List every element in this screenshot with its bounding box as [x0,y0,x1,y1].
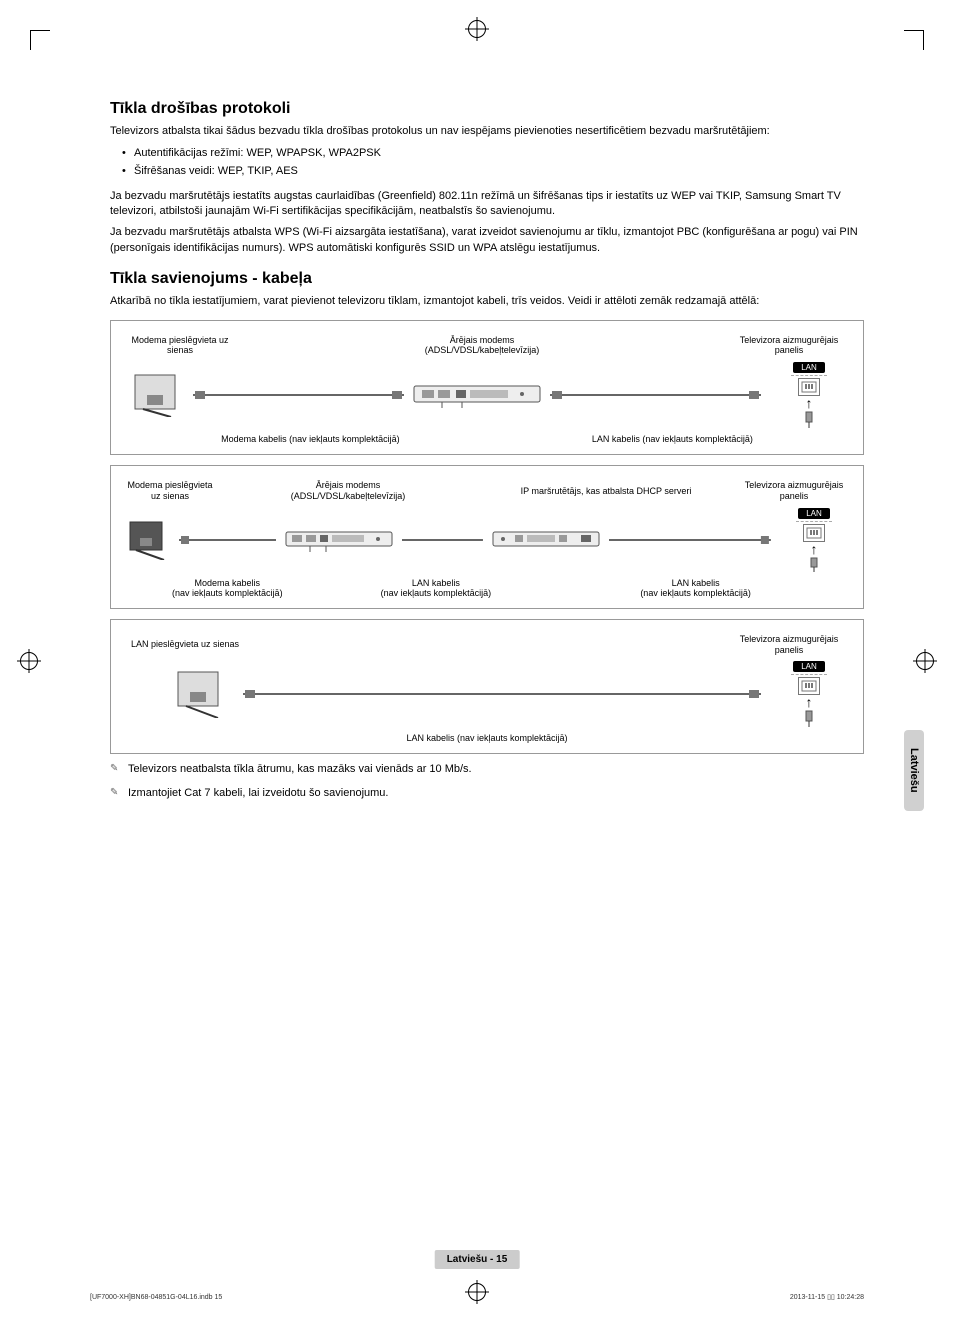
arrow-up-icon: ↑ [806,695,813,709]
plug-icon [803,410,815,428]
caption-modem-cable: Modema kabelis (nav iekļauts komplektāci… [221,434,400,444]
footer-filename: [UF7000-XH]BN68-04851G-04L16.indb 15 [90,1294,222,1301]
tv-panel-label: Televizora aizmugurējais panelis [739,480,849,502]
plug-icon [808,556,820,572]
wall-port-icon [128,520,168,560]
security-intro: Televizors atbalsta tikai šādus bezvadu … [110,124,864,139]
wired-intro: Atkarībā no tīkla iestatījumiem, varat p… [110,294,864,309]
dashed-line [791,375,827,376]
language-tab: Latviešu [904,730,924,811]
plug-icon [803,709,815,727]
modem-label: Ārējais modems [450,335,515,345]
cable-line [550,383,761,407]
router-icon [491,526,601,554]
arrow-up-icon: ↑ [811,542,818,556]
diagram-modem-direct: Modema pieslēgvieta uz sienas Ārējais mo… [110,320,864,456]
router-label: IP maršrutētājs, kas atbalsta DHCP serve… [521,486,692,497]
caption: LAN kabelis [412,578,460,588]
section-heading-security: Tīkla drošības protokoli [110,100,864,118]
tv-panel-label: Televizora aizmugurējais panelis [729,634,849,656]
arrow-up-icon: ↑ [806,396,813,410]
lan-port-icon [798,677,820,695]
lan-badge: LAN [793,362,825,373]
lan-badge: LAN [798,508,830,519]
cable-line [402,528,483,552]
wall-label: LAN pieslēgvieta uz sienas [131,639,239,650]
cable-line [609,528,771,552]
security-para1: Ja bezvadu maršrutētājs iestatīts augsta… [110,189,864,220]
modem-icon [284,526,394,554]
dashed-line [791,674,827,675]
wall-label: Modema pieslēgvieta uz sienas [125,335,235,357]
wall-port-icon [176,670,224,718]
diagram-modem-router: Modema pieslēgvieta uz sienas Ārējais mo… [110,465,864,609]
cable-line [179,528,276,552]
registration-mark-bottom [468,1283,486,1301]
modem-sub: (ADSL/VDSL/kabeļtelevīzija) [425,345,540,355]
caption: Modema kabelis [195,578,261,588]
note-speed: Televizors neatbalsta tīkla ātrumu, kas … [110,762,864,777]
modem-label: Ārējais modems [316,480,381,490]
wall-port-icon [133,373,177,417]
security-bullets: Autentifikācijas režīmi: WEP, WPAPSK, WP… [110,145,864,180]
section-heading-wired: Tīkla savienojums - kabeļa [110,270,864,288]
caption-sub: (nav iekļauts komplektācijā) [172,588,283,598]
cable-line [193,383,404,407]
cable-line [243,682,761,706]
caption-sub: (nav iekļauts komplektācijā) [381,588,492,598]
security-para2: Ja bezvadu maršrutētājs atbalsta WPS (Wi… [110,225,864,256]
modem-icon [412,380,542,410]
caption-sub: (nav iekļauts komplektācijā) [640,588,751,598]
dashed-line [796,521,832,522]
tv-panel-label: Televizora aizmugurējais panelis [729,335,849,357]
footer-timestamp: 2013-11-15 ▯▯ 10:24:28 [790,1293,864,1301]
note-cat7: Izmantojiet Cat 7 kabeli, lai izveidotu … [110,786,864,801]
wall-label: Modema pieslēgvieta uz sienas [125,480,215,502]
modem-sub: (ADSL/VDSL/kabeļtelevīzija) [291,491,406,501]
lan-port-icon [798,378,820,396]
lan-badge: LAN [793,661,825,672]
caption-lan-cable: LAN kabelis (nav iekļauts komplektācijā) [406,733,567,743]
lan-port-icon [803,524,825,542]
bullet-encrypt: Šifrēšanas veidi: WEP, TKIP, AES [122,163,864,181]
caption: LAN kabelis [672,578,720,588]
bullet-auth: Autentifikācijas režīmi: WEP, WPAPSK, WP… [122,145,864,163]
caption-lan-cable: LAN kabelis (nav iekļauts komplektācijā) [592,434,753,444]
page-number: Latviešu - 15 [435,1250,520,1269]
diagram-lan-direct: LAN pieslēgvieta uz sienas Televizora ai… [110,619,864,755]
